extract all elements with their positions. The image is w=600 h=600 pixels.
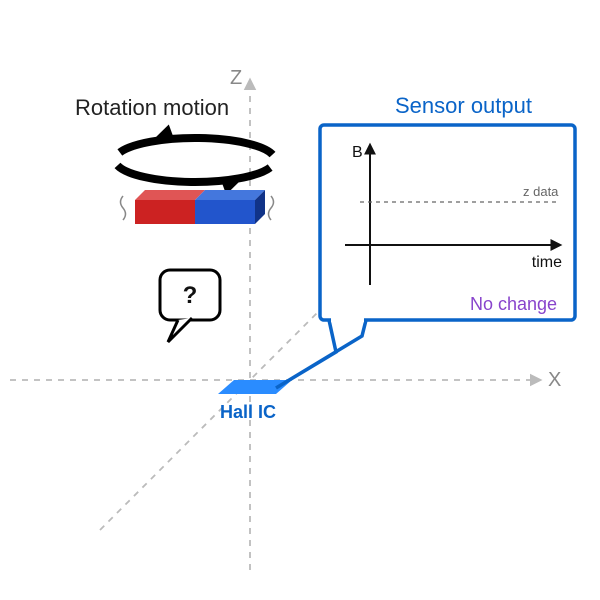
z-axis-label: Z xyxy=(230,67,242,89)
no-change-label: No change xyxy=(470,294,557,314)
z-data-label: z data xyxy=(523,184,559,199)
rotation-motion-label: Rotation motion xyxy=(75,95,229,120)
sensor-output-title: Sensor output xyxy=(395,93,532,118)
hall-ic-label: Hall IC xyxy=(220,402,276,422)
time-axis-label: time xyxy=(532,254,562,271)
callout-tail xyxy=(276,320,366,388)
speech-bubble: ? xyxy=(160,270,220,342)
question-mark: ? xyxy=(183,282,198,309)
x-axis-label: X xyxy=(548,369,561,391)
b-axis-label: B xyxy=(352,144,363,161)
bar-magnet xyxy=(121,190,274,224)
